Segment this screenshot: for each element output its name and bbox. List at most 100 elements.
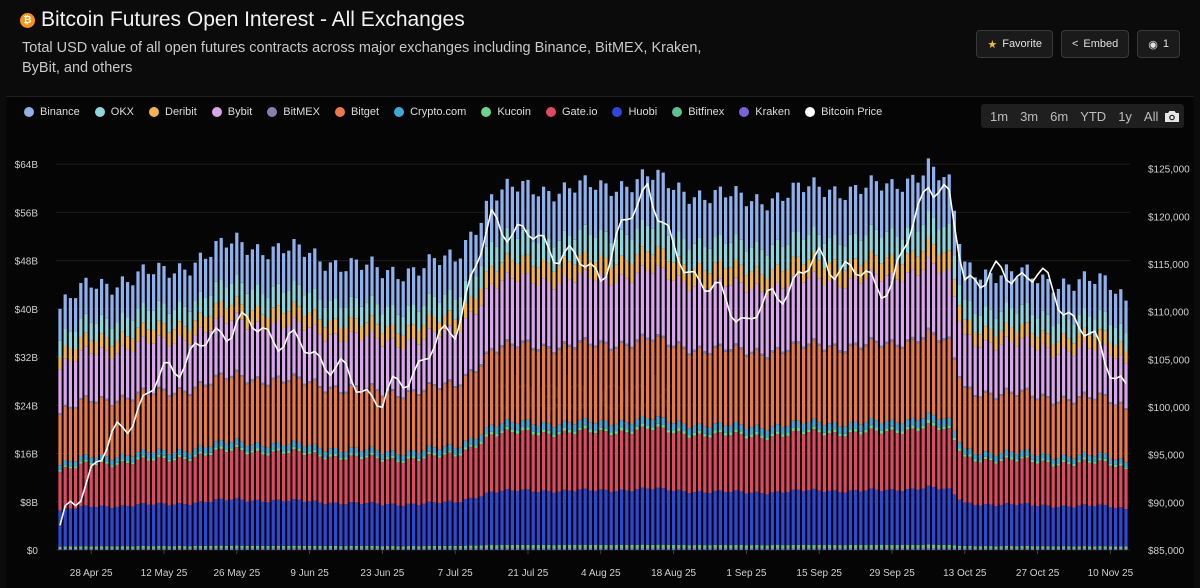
- oi-bar: [677, 182, 681, 550]
- oi-segment-bitget: [1113, 406, 1118, 460]
- embed-button[interactable]: < Embed: [1060, 30, 1130, 58]
- oi-segment-cryptocom: [105, 456, 109, 462]
- oi-segment-kraken: [541, 548, 546, 550]
- range-3m[interactable]: 3m: [1020, 108, 1039, 124]
- oi-segment-bitget: [219, 374, 223, 441]
- oi-segment-huobi: [822, 492, 827, 546]
- oi-segment-kraken: [692, 548, 697, 550]
- oi-segment-binance: [640, 169, 645, 220]
- oi-segment-bitfinex: [58, 546, 62, 550]
- oi-segment-gateio: [318, 456, 322, 503]
- oi-segment-bitfinex: [219, 545, 223, 549]
- oi-bar: [250, 249, 255, 550]
- oi-segment-deribit: [73, 349, 78, 362]
- oi-segment-bybit: [890, 272, 894, 340]
- oi-segment-cryptocom: [188, 453, 192, 459]
- screenshot-button[interactable]: [1160, 104, 1184, 128]
- legend-item-bitmex[interactable]: BitMEX: [267, 106, 320, 118]
- oi-bar: [235, 232, 239, 550]
- oi-segment-okx: [250, 289, 255, 311]
- oi-segment-gateio: [755, 434, 759, 492]
- oi-segment-cryptocom: [521, 420, 525, 428]
- range-1m[interactable]: 1m: [990, 108, 1009, 124]
- oi-segment-gateio: [172, 460, 177, 505]
- oi-segment-huobi: [729, 491, 733, 546]
- oi-segment-kucoin: [391, 455, 395, 459]
- oi-segment-okx: [723, 243, 728, 269]
- oi-segment-deribit: [822, 268, 827, 286]
- oi-segment-bitfinex: [432, 545, 437, 549]
- oi-segment-kraken: [474, 548, 478, 550]
- oi-segment-deribit: [235, 296, 239, 313]
- oi-segment-bitget: [385, 392, 390, 452]
- oi-segment-bitmex: [354, 385, 359, 387]
- oi-segment-cryptocom: [380, 454, 385, 460]
- oi-segment-deribit: [619, 255, 624, 275]
- oi-segment-cryptocom: [765, 430, 769, 438]
- oi-segment-cryptocom: [1072, 458, 1076, 464]
- oi-segment-kraken: [900, 548, 905, 550]
- oi-segment-kucoin: [183, 456, 187, 460]
- oi-segment-kucoin: [744, 435, 749, 439]
- oi-segment-okx: [593, 237, 598, 263]
- favorite-button[interactable]: ★ Favorite: [976, 30, 1053, 58]
- oi-segment-bitmex: [307, 381, 312, 384]
- oi-segment-bitmex: [916, 341, 920, 344]
- oi-segment-cryptocom: [313, 443, 317, 450]
- legend-item-okx[interactable]: OKX: [94, 106, 134, 118]
- oi-segment-bitfinex: [557, 545, 561, 549]
- oi-segment-deribit: [229, 305, 234, 321]
- legend-item-gate-io[interactable]: Gate.io: [545, 106, 597, 118]
- views-button[interactable]: ◉ 1: [1137, 30, 1180, 58]
- range-ytd[interactable]: YTD: [1080, 108, 1107, 124]
- oi-segment-bitmex: [1020, 389, 1024, 392]
- oi-segment-kraken: [131, 548, 135, 550]
- oi-segment-kraken: [115, 548, 119, 550]
- oi-segment-kraken: [177, 548, 182, 550]
- oi-segment-deribit: [1015, 332, 1019, 347]
- legend-item-bitfinex[interactable]: Bitfinex: [672, 106, 724, 118]
- oi-segment-bitget: [500, 347, 504, 424]
- oi-segment-bitfinex: [822, 545, 827, 549]
- oi-segment-bitmex: [183, 390, 187, 393]
- oi-segment-bybit: [68, 361, 73, 407]
- oi-segment-okx: [219, 279, 223, 301]
- range-all[interactable]: All: [1143, 108, 1159, 124]
- oi-segment-bitget: [666, 346, 671, 423]
- oi-segment-huobi: [245, 501, 249, 546]
- legend-item-bitget[interactable]: Bitget: [334, 106, 379, 118]
- legend-item-kucoin[interactable]: Kucoin: [481, 106, 531, 118]
- legend-item-kraken[interactable]: Kraken: [739, 106, 790, 118]
- oi-segment-binance: [443, 255, 447, 295]
- legend-item-huobi[interactable]: Huobi: [612, 106, 657, 118]
- oi-segment-cryptocom: [775, 424, 780, 432]
- range-6m[interactable]: 6m: [1050, 108, 1069, 124]
- oi-segment-bitfinex: [677, 544, 681, 549]
- oi-segment-kucoin: [94, 463, 99, 466]
- oi-segment-kraken: [1051, 548, 1055, 550]
- oi-segment-bitget: [359, 392, 364, 452]
- oi-segment-kucoin: [812, 426, 816, 430]
- legend-item-deribit[interactable]: Deribit: [149, 106, 197, 118]
- legend-item-bybit[interactable]: Bybit: [211, 106, 252, 118]
- oi-segment-cryptocom: [63, 460, 67, 466]
- oi-segment-binance: [1015, 277, 1019, 314]
- oi-segment-bitmex: [931, 332, 936, 335]
- oi-segment-bitmex: [640, 333, 645, 337]
- legend-item-binance[interactable]: Binance: [24, 106, 80, 118]
- oi-segment-cryptocom: [1035, 456, 1040, 462]
- oi-segment-okx: [796, 231, 801, 257]
- oi-segment-binance: [573, 192, 577, 240]
- oi-bar: [583, 175, 587, 550]
- page-title: ₿ Bitcoin Futures Open Interest - All Ex…: [20, 8, 465, 32]
- oi-segment-bitfinex: [214, 545, 218, 549]
- oi-segment-bitmex: [552, 352, 556, 355]
- legend-item-crypto-com[interactable]: Crypto.com: [394, 106, 466, 118]
- legend-item-bitcoin-price[interactable]: Bitcoin Price: [805, 106, 882, 118]
- oi-segment-deribit: [708, 273, 712, 291]
- range-1y[interactable]: 1y: [1118, 108, 1132, 124]
- oi-segment-binance: [245, 254, 249, 294]
- oi-segment-bitfinex: [864, 544, 868, 549]
- oi-segment-huobi: [110, 508, 114, 547]
- oi-segment-gateio: [422, 458, 426, 504]
